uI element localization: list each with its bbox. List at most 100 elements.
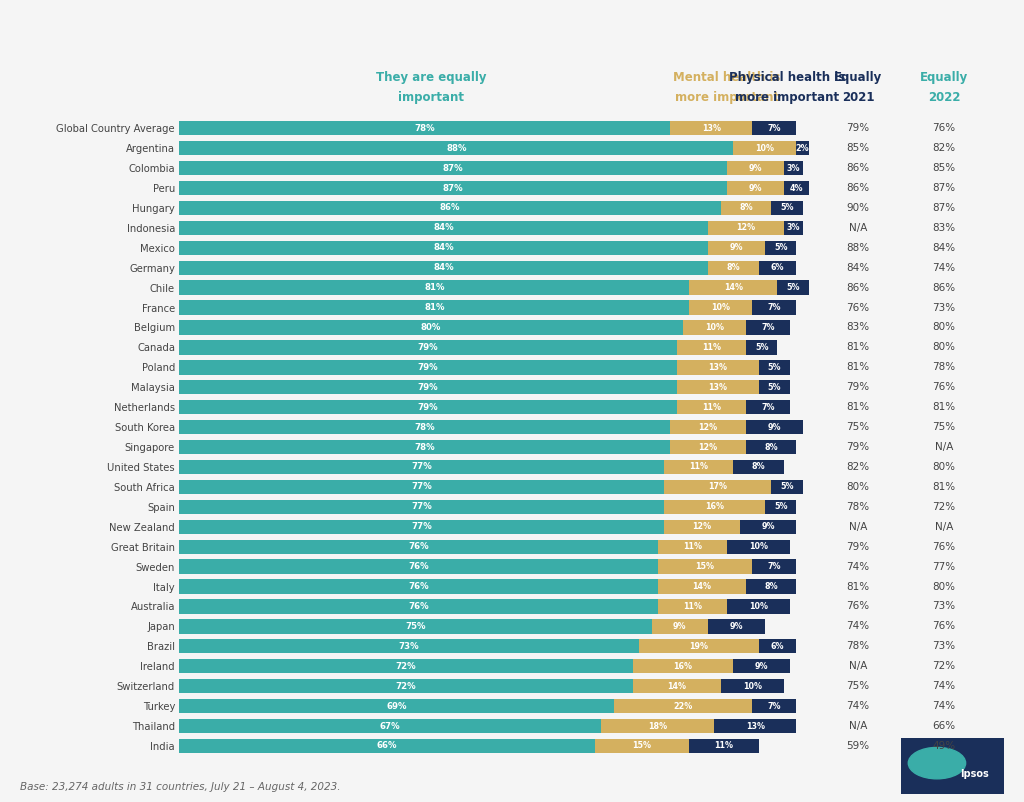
Text: N/A: N/A: [849, 661, 867, 671]
Bar: [753, 699, 797, 713]
Text: 84%: 84%: [433, 263, 454, 272]
Bar: [771, 200, 803, 215]
Bar: [759, 639, 797, 654]
Bar: [677, 380, 759, 395]
Bar: [179, 161, 727, 176]
Text: 81%: 81%: [933, 482, 955, 492]
Text: 6%: 6%: [771, 642, 784, 650]
Text: 86%: 86%: [933, 282, 955, 293]
Bar: [651, 619, 709, 634]
Bar: [709, 241, 765, 255]
Bar: [179, 121, 671, 136]
Text: 67%: 67%: [380, 722, 400, 731]
Bar: [765, 241, 797, 255]
Text: 73%: 73%: [398, 642, 420, 650]
Bar: [665, 500, 765, 514]
Bar: [179, 400, 677, 415]
Bar: [179, 200, 721, 215]
Bar: [753, 121, 797, 136]
Bar: [657, 579, 745, 593]
Text: 76%: 76%: [847, 302, 869, 313]
Text: 11%: 11%: [689, 463, 709, 472]
Text: 86%: 86%: [847, 282, 869, 293]
Bar: [783, 221, 803, 235]
Bar: [179, 500, 665, 514]
Text: Mental health is: Mental health is: [674, 71, 780, 84]
Text: 76%: 76%: [933, 622, 955, 631]
Text: 12%: 12%: [698, 443, 718, 452]
Text: 22%: 22%: [674, 702, 692, 711]
Text: 80%: 80%: [933, 581, 955, 592]
Text: 15%: 15%: [695, 562, 715, 571]
Text: 81%: 81%: [424, 303, 444, 312]
Bar: [709, 261, 759, 275]
Bar: [639, 639, 759, 654]
Bar: [179, 480, 665, 494]
Bar: [179, 639, 639, 654]
Text: 83%: 83%: [847, 322, 869, 333]
Text: 5%: 5%: [774, 502, 787, 512]
Text: 75%: 75%: [847, 422, 869, 432]
Text: 75%: 75%: [406, 622, 426, 631]
Bar: [759, 261, 797, 275]
Text: 12%: 12%: [698, 423, 718, 431]
Text: 77%: 77%: [412, 483, 432, 492]
Bar: [745, 579, 797, 593]
Bar: [745, 320, 791, 334]
Bar: [633, 659, 733, 674]
Bar: [765, 500, 797, 514]
Text: 76%: 76%: [409, 562, 429, 571]
Bar: [179, 579, 657, 593]
Text: 81%: 81%: [424, 283, 444, 292]
Text: 75%: 75%: [933, 422, 955, 432]
Bar: [179, 520, 665, 534]
Text: 17%: 17%: [709, 483, 727, 492]
Text: 72%: 72%: [933, 661, 955, 671]
Bar: [689, 281, 777, 295]
Text: 78%: 78%: [415, 423, 435, 431]
Text: 78%: 78%: [847, 502, 869, 512]
Text: 85%: 85%: [933, 163, 955, 173]
Text: 76%: 76%: [933, 541, 955, 552]
Text: 5%: 5%: [768, 383, 781, 391]
Text: 77%: 77%: [412, 522, 432, 531]
Text: 9%: 9%: [730, 622, 743, 631]
Text: 76%: 76%: [933, 383, 955, 392]
Text: 8%: 8%: [752, 463, 765, 472]
Text: more important: more important: [735, 91, 839, 104]
Bar: [745, 439, 797, 454]
Text: 76%: 76%: [933, 124, 955, 133]
Text: 87%: 87%: [442, 184, 464, 192]
Text: 49%: 49%: [933, 741, 955, 751]
Text: 13%: 13%: [709, 383, 727, 391]
Text: 11%: 11%: [683, 542, 702, 551]
Text: 77%: 77%: [412, 502, 432, 512]
Bar: [671, 121, 753, 136]
Text: 9%: 9%: [761, 522, 775, 531]
Text: 86%: 86%: [439, 204, 460, 213]
Text: 80%: 80%: [933, 322, 955, 333]
Text: 13%: 13%: [745, 722, 765, 731]
Text: 14%: 14%: [724, 283, 742, 292]
Text: 79%: 79%: [418, 403, 438, 411]
Bar: [727, 599, 791, 614]
Bar: [665, 460, 733, 474]
Text: 81%: 81%: [847, 402, 869, 412]
Bar: [745, 400, 791, 415]
Bar: [179, 281, 689, 295]
Bar: [179, 301, 689, 314]
Bar: [595, 739, 689, 753]
Bar: [179, 540, 657, 554]
Text: 3%: 3%: [786, 224, 800, 233]
Text: 12%: 12%: [692, 522, 712, 531]
Text: 66%: 66%: [377, 741, 397, 751]
Text: 5%: 5%: [786, 283, 800, 292]
Text: 16%: 16%: [705, 502, 724, 512]
Bar: [179, 460, 665, 474]
Text: 10%: 10%: [742, 682, 762, 691]
Bar: [727, 180, 783, 195]
Text: 7%: 7%: [761, 403, 775, 411]
Text: 73%: 73%: [933, 602, 955, 611]
Text: 74%: 74%: [933, 681, 955, 691]
Text: 12%: 12%: [736, 224, 756, 233]
